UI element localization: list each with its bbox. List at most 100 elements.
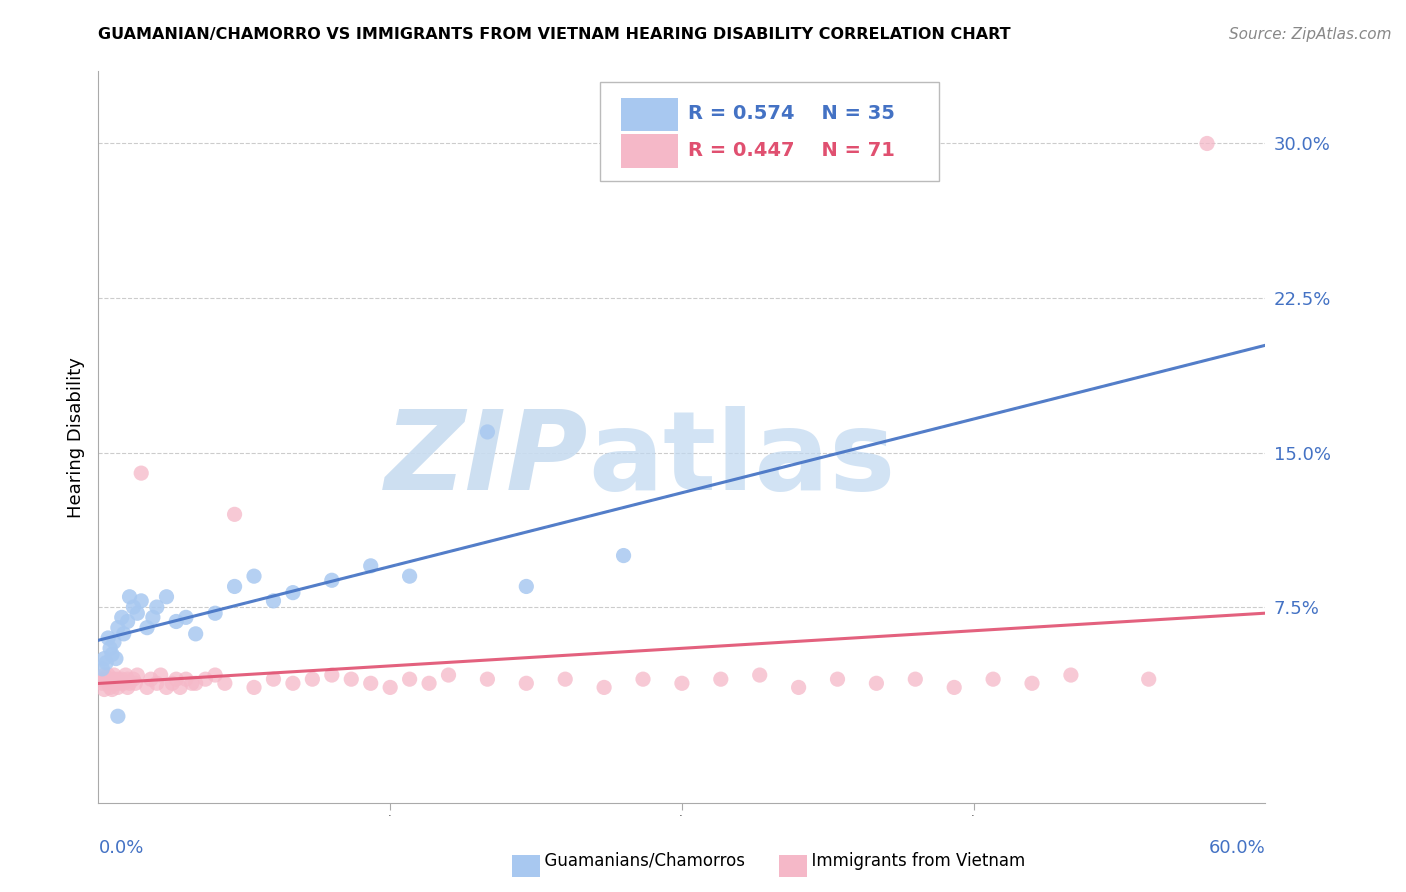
Point <box>1195 136 1218 151</box>
Text: R = 0.574    N = 35: R = 0.574 N = 35 <box>688 104 894 123</box>
Point <box>118 590 141 604</box>
Point <box>155 681 177 695</box>
Point <box>321 668 343 682</box>
Point <box>554 672 576 686</box>
Point <box>93 682 115 697</box>
Point <box>1137 672 1160 686</box>
Point <box>89 672 111 686</box>
Point <box>127 668 149 682</box>
Point <box>104 676 127 690</box>
Point <box>103 672 125 686</box>
Point <box>101 676 124 690</box>
Point <box>107 621 129 635</box>
Point <box>281 585 304 599</box>
Point <box>129 466 152 480</box>
Point <box>204 606 226 620</box>
Point <box>243 569 266 583</box>
Point <box>981 672 1004 686</box>
Point <box>194 672 217 686</box>
Point <box>111 672 134 686</box>
Point <box>827 672 849 686</box>
Text: 60.0%: 60.0% <box>1209 839 1265 857</box>
Point <box>93 668 115 682</box>
Point <box>593 681 616 695</box>
Point <box>149 668 172 682</box>
Point <box>129 594 152 608</box>
Y-axis label: Hearing Disability: Hearing Disability <box>66 357 84 517</box>
Point <box>101 648 124 662</box>
Point <box>96 656 118 670</box>
Text: Guamanians/Chamorros: Guamanians/Chamorros <box>534 852 745 870</box>
Point <box>224 508 246 522</box>
Point <box>96 672 118 686</box>
Point <box>117 681 139 695</box>
FancyBboxPatch shape <box>621 98 679 131</box>
Point <box>1060 668 1083 682</box>
Point <box>204 668 226 682</box>
Point <box>107 672 129 686</box>
Point <box>142 610 165 624</box>
Point <box>943 681 966 695</box>
Text: 0.0%: 0.0% <box>98 839 143 857</box>
Point <box>340 672 363 686</box>
Point <box>184 676 207 690</box>
Point <box>904 672 927 686</box>
Point <box>515 579 537 593</box>
Point <box>111 610 134 624</box>
Text: atlas: atlas <box>589 406 896 513</box>
Point <box>169 681 191 695</box>
Point <box>262 672 284 686</box>
Point <box>165 672 187 686</box>
Point <box>122 672 145 686</box>
Point <box>437 668 460 682</box>
Point <box>103 635 125 649</box>
Text: ZIP: ZIP <box>385 406 589 513</box>
Point <box>418 676 440 690</box>
Point <box>710 672 733 686</box>
Point <box>139 672 162 686</box>
Point <box>174 610 197 624</box>
Point <box>112 627 135 641</box>
Point <box>91 676 114 690</box>
Point <box>117 672 139 686</box>
FancyBboxPatch shape <box>600 82 939 181</box>
Point <box>97 668 120 682</box>
Point <box>180 676 202 690</box>
Point <box>477 672 499 686</box>
Point <box>243 681 266 695</box>
Text: GUAMANIAN/CHAMORRO VS IMMIGRANTS FROM VIETNAM HEARING DISABILITY CORRELATION CHA: GUAMANIAN/CHAMORRO VS IMMIGRANTS FROM VI… <box>98 27 1011 42</box>
Point <box>98 672 121 686</box>
Point <box>515 676 537 690</box>
Point <box>162 676 184 690</box>
Point <box>398 569 420 583</box>
Text: R = 0.447    N = 71: R = 0.447 N = 71 <box>688 141 894 160</box>
Point <box>281 676 304 690</box>
Point <box>787 681 810 695</box>
Point <box>136 621 159 635</box>
FancyBboxPatch shape <box>621 135 679 168</box>
Point <box>118 676 141 690</box>
Point <box>101 682 124 697</box>
Point <box>107 709 129 723</box>
Point <box>127 606 149 620</box>
Point <box>631 672 654 686</box>
Point <box>360 676 382 690</box>
Point <box>174 672 197 686</box>
Point <box>184 627 207 641</box>
Point <box>97 676 120 690</box>
Point <box>108 676 131 690</box>
Point <box>165 615 187 629</box>
Point <box>214 676 236 690</box>
Point <box>107 681 129 695</box>
Point <box>146 676 169 690</box>
Point <box>112 676 135 690</box>
Point <box>114 668 136 682</box>
Point <box>380 681 402 695</box>
Point <box>301 672 323 686</box>
Point <box>98 641 121 656</box>
Point <box>104 651 127 665</box>
Point <box>1021 676 1043 690</box>
Point <box>360 558 382 573</box>
Point <box>98 681 121 695</box>
Point <box>155 590 177 604</box>
